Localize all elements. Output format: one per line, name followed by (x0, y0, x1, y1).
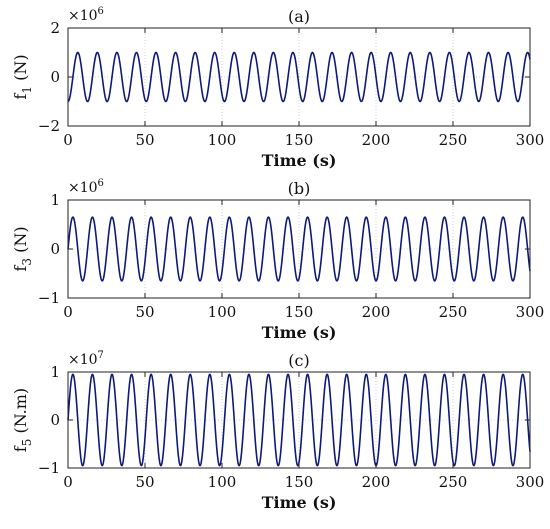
panel-1-xtick-label-6: 300 (516, 131, 545, 149)
panel-2-xtick-label-2: 100 (208, 303, 237, 321)
panel-1-ytick-label-2: 2 (50, 19, 60, 37)
panel-3-xtick-label-0: 0 (63, 473, 73, 491)
panel-2-ylabel: f3 (N) (11, 226, 34, 271)
panel-1-xtick-label-5: 250 (439, 131, 468, 149)
panel-1-title: (a) (288, 7, 310, 26)
panel-2-xtick-label-5: 250 (439, 303, 468, 321)
panel-3-xtick-label-4: 200 (362, 473, 391, 491)
panel-1: 0 50 100 150 200 250 300−202×106 (a)Time (s)f1 … (11, 6, 544, 170)
panel-3-xtick-label-3: 150 (285, 473, 314, 491)
panel-3-xtick-label-6: 300 (516, 473, 545, 491)
panel-1-xtick-label-4: 200 (362, 131, 391, 149)
panel-2-ytick-label-0: −1 (38, 289, 60, 307)
panel-1-xtick-label-1: 50 (135, 131, 154, 149)
panel-3-xtick-label-5: 250 (439, 473, 468, 491)
panel-3-ytick-label-0: −1 (38, 459, 60, 477)
panel-1-exponent-label: ×106 (68, 6, 104, 24)
panel-2-series-line (67, 216, 531, 282)
panel-3-title: (c) (288, 351, 309, 370)
panel-2-xtick-label-0: 0 (63, 303, 73, 321)
panel-2-title: (b) (288, 179, 311, 198)
panel-1-ytick-label-0: −2 (38, 117, 60, 135)
panel-1-xlabel: Time (s) (262, 151, 337, 170)
panel-3-ytick-label-1: 0 (50, 411, 60, 429)
panel-1-ytick-label-1: 0 (50, 68, 60, 86)
panel-2: 0 50 100 150 200 250 300−101×106 (b)Time (s)f3 … (11, 178, 544, 342)
panel-2-xtick-label-6: 300 (516, 303, 545, 321)
panel-1-series-line (67, 51, 531, 103)
panel-3-xlabel: Time (s) (262, 493, 337, 512)
panel-2-xtick-label-4: 200 (362, 303, 391, 321)
panel-3-ylabel: f5 (N.m) (11, 388, 34, 452)
panel-3-xtick-label-2: 100 (208, 473, 237, 491)
panel-2-exponent-label: ×106 (68, 178, 104, 196)
panel-1-ylabel: f1 (N) (11, 54, 34, 99)
panel-3-xtick-label-1: 50 (135, 473, 154, 491)
panel-1-xtick-label-3: 150 (285, 131, 314, 149)
panel-3-exponent-label: ×107 (68, 350, 104, 368)
panel-3-ytick-label-2: 1 (50, 363, 60, 381)
panel-1-xtick-label-2: 100 (208, 131, 237, 149)
panel-2-ytick-label-1: 0 (50, 240, 60, 258)
panel-3-series-line (67, 373, 531, 467)
panel-2-xtick-label-1: 50 (135, 303, 154, 321)
panel-2-ytick-label-2: 1 (50, 191, 60, 209)
panel-3: 0 50 100 150 200 250 300−101×107 (c)Time (s)f5 … (11, 350, 544, 512)
panel-1-xtick-label-0: 0 (63, 131, 73, 149)
panel-2-xtick-label-3: 150 (285, 303, 314, 321)
panel-2-xlabel: Time (s) (262, 323, 337, 342)
